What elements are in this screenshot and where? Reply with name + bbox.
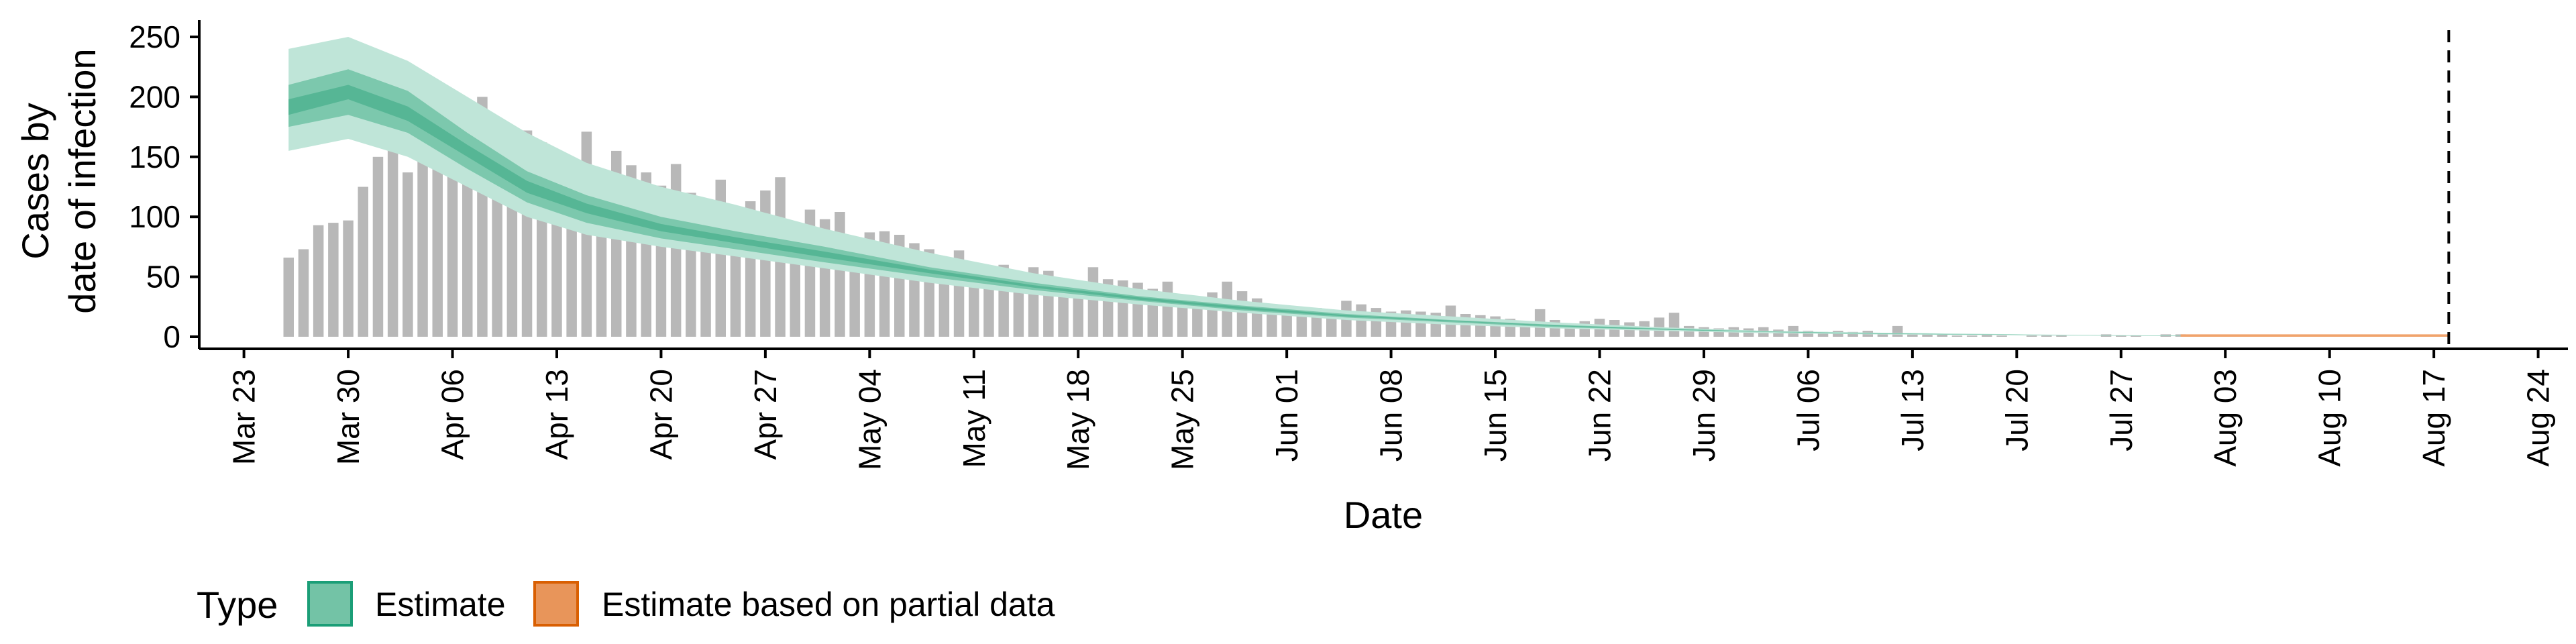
bar: [343, 220, 354, 337]
legend-title: Type: [197, 584, 278, 626]
bar: [1073, 288, 1083, 337]
bar: [2056, 335, 2067, 337]
bar: [283, 258, 294, 337]
bar: [328, 223, 339, 337]
x-tick-label: Jun 15: [1478, 369, 1513, 462]
bar: [417, 148, 428, 337]
bar: [1922, 334, 1933, 337]
x-tick-label: Jul 06: [1790, 369, 1825, 451]
x-tick-label: Apr 06: [435, 369, 470, 460]
bar: [462, 147, 473, 337]
x-tick-label: Apr 27: [748, 369, 783, 460]
bar: [1892, 325, 1903, 337]
x-tick-label: Mar 30: [331, 369, 366, 465]
y-tick-label: 0: [163, 319, 180, 354]
bar: [835, 212, 845, 337]
bar: [1654, 317, 1665, 337]
x-tick-label: Mar 23: [227, 369, 262, 465]
bar: [432, 124, 443, 337]
x-tick-label: Aug 24: [2521, 369, 2556, 467]
x-tick-label: Apr 13: [539, 369, 574, 460]
x-tick-label: Aug 17: [2416, 369, 2451, 467]
estimate-bands: [288, 37, 2449, 337]
bar: [2041, 335, 2052, 337]
bar: [447, 136, 458, 337]
bar: [1817, 331, 1829, 337]
y-axis-title-line-1: Cases by: [14, 103, 56, 259]
bar: [2116, 335, 2127, 337]
bar: [1907, 334, 1918, 337]
y-tick-label: 200: [129, 79, 180, 114]
bar: [313, 225, 324, 337]
x-tick-label: Jun 08: [1374, 369, 1409, 462]
bar: [1966, 335, 1978, 337]
x-tick-label: Jul 13: [1895, 369, 1930, 451]
x-tick-label: Jun 29: [1686, 369, 1721, 462]
bar: [2131, 335, 2141, 337]
x-axis-title: Date: [1344, 494, 1423, 536]
y-axis: 0 50 100 150 200 250 Cases by date of infecti…: [14, 19, 201, 354]
bar: [402, 172, 413, 337]
y-tick-label: 100: [129, 199, 180, 234]
partial-band: [2180, 334, 2449, 337]
y-ticks: 0 50 100 150 200 250: [129, 19, 199, 354]
bar: [1847, 331, 1858, 337]
bar: [358, 186, 368, 337]
bar: [387, 144, 398, 337]
x-tick-label: May 18: [1061, 369, 1095, 470]
y-axis-title-line-2: date of infection: [61, 48, 103, 313]
x-tick-label: Jul 20: [1999, 369, 2034, 451]
bar: [2026, 335, 2037, 337]
bar: [1236, 291, 1248, 337]
x-tick-label: May 25: [1165, 369, 1200, 470]
bar: [1087, 267, 1099, 337]
bar: [1668, 313, 1680, 337]
bar: [1877, 333, 1888, 337]
x-tick-label: May 04: [852, 369, 887, 470]
bar: [1996, 335, 2007, 337]
legend: Type Estimate Estimate based on partial …: [197, 581, 1055, 627]
x-tick-label: Aug 10: [2312, 369, 2347, 467]
bar: [1803, 331, 1814, 337]
bar: [1937, 334, 1947, 337]
legend-label-partial: Estimate based on partial data: [602, 586, 1055, 623]
x-tick-label: Apr 20: [643, 369, 678, 460]
y-tick-label: 150: [129, 140, 180, 174]
plot-area: [283, 30, 2451, 349]
bar: [1982, 334, 1992, 337]
x-tick-label: May 11: [957, 369, 991, 468]
x-tick-label: Jul 27: [2104, 369, 2139, 451]
legend-label-estimate: Estimate: [375, 586, 506, 623]
x-ticks: Mar 23 Mar 30 Apr 06 Apr 13 Apr 20 Apr 27 May …: [227, 349, 2556, 470]
x-axis: Mar 23 Mar 30 Apr 06 Apr 13 Apr 20 Apr 27 May …: [199, 347, 2568, 536]
x-tick-label: Jun 01: [1269, 369, 1304, 462]
y-tick-label: 250: [129, 19, 180, 54]
y-tick-label: 50: [146, 260, 180, 294]
legend-swatch-partial: [533, 581, 579, 627]
legend-swatch-estimate: [307, 581, 353, 627]
x-tick-label: Aug 03: [2208, 369, 2243, 467]
bar: [298, 249, 309, 337]
bar: [372, 156, 384, 337]
bar: [1162, 281, 1173, 337]
bar: [1951, 335, 1963, 337]
x-tick-label: Jun 22: [1582, 369, 1617, 462]
